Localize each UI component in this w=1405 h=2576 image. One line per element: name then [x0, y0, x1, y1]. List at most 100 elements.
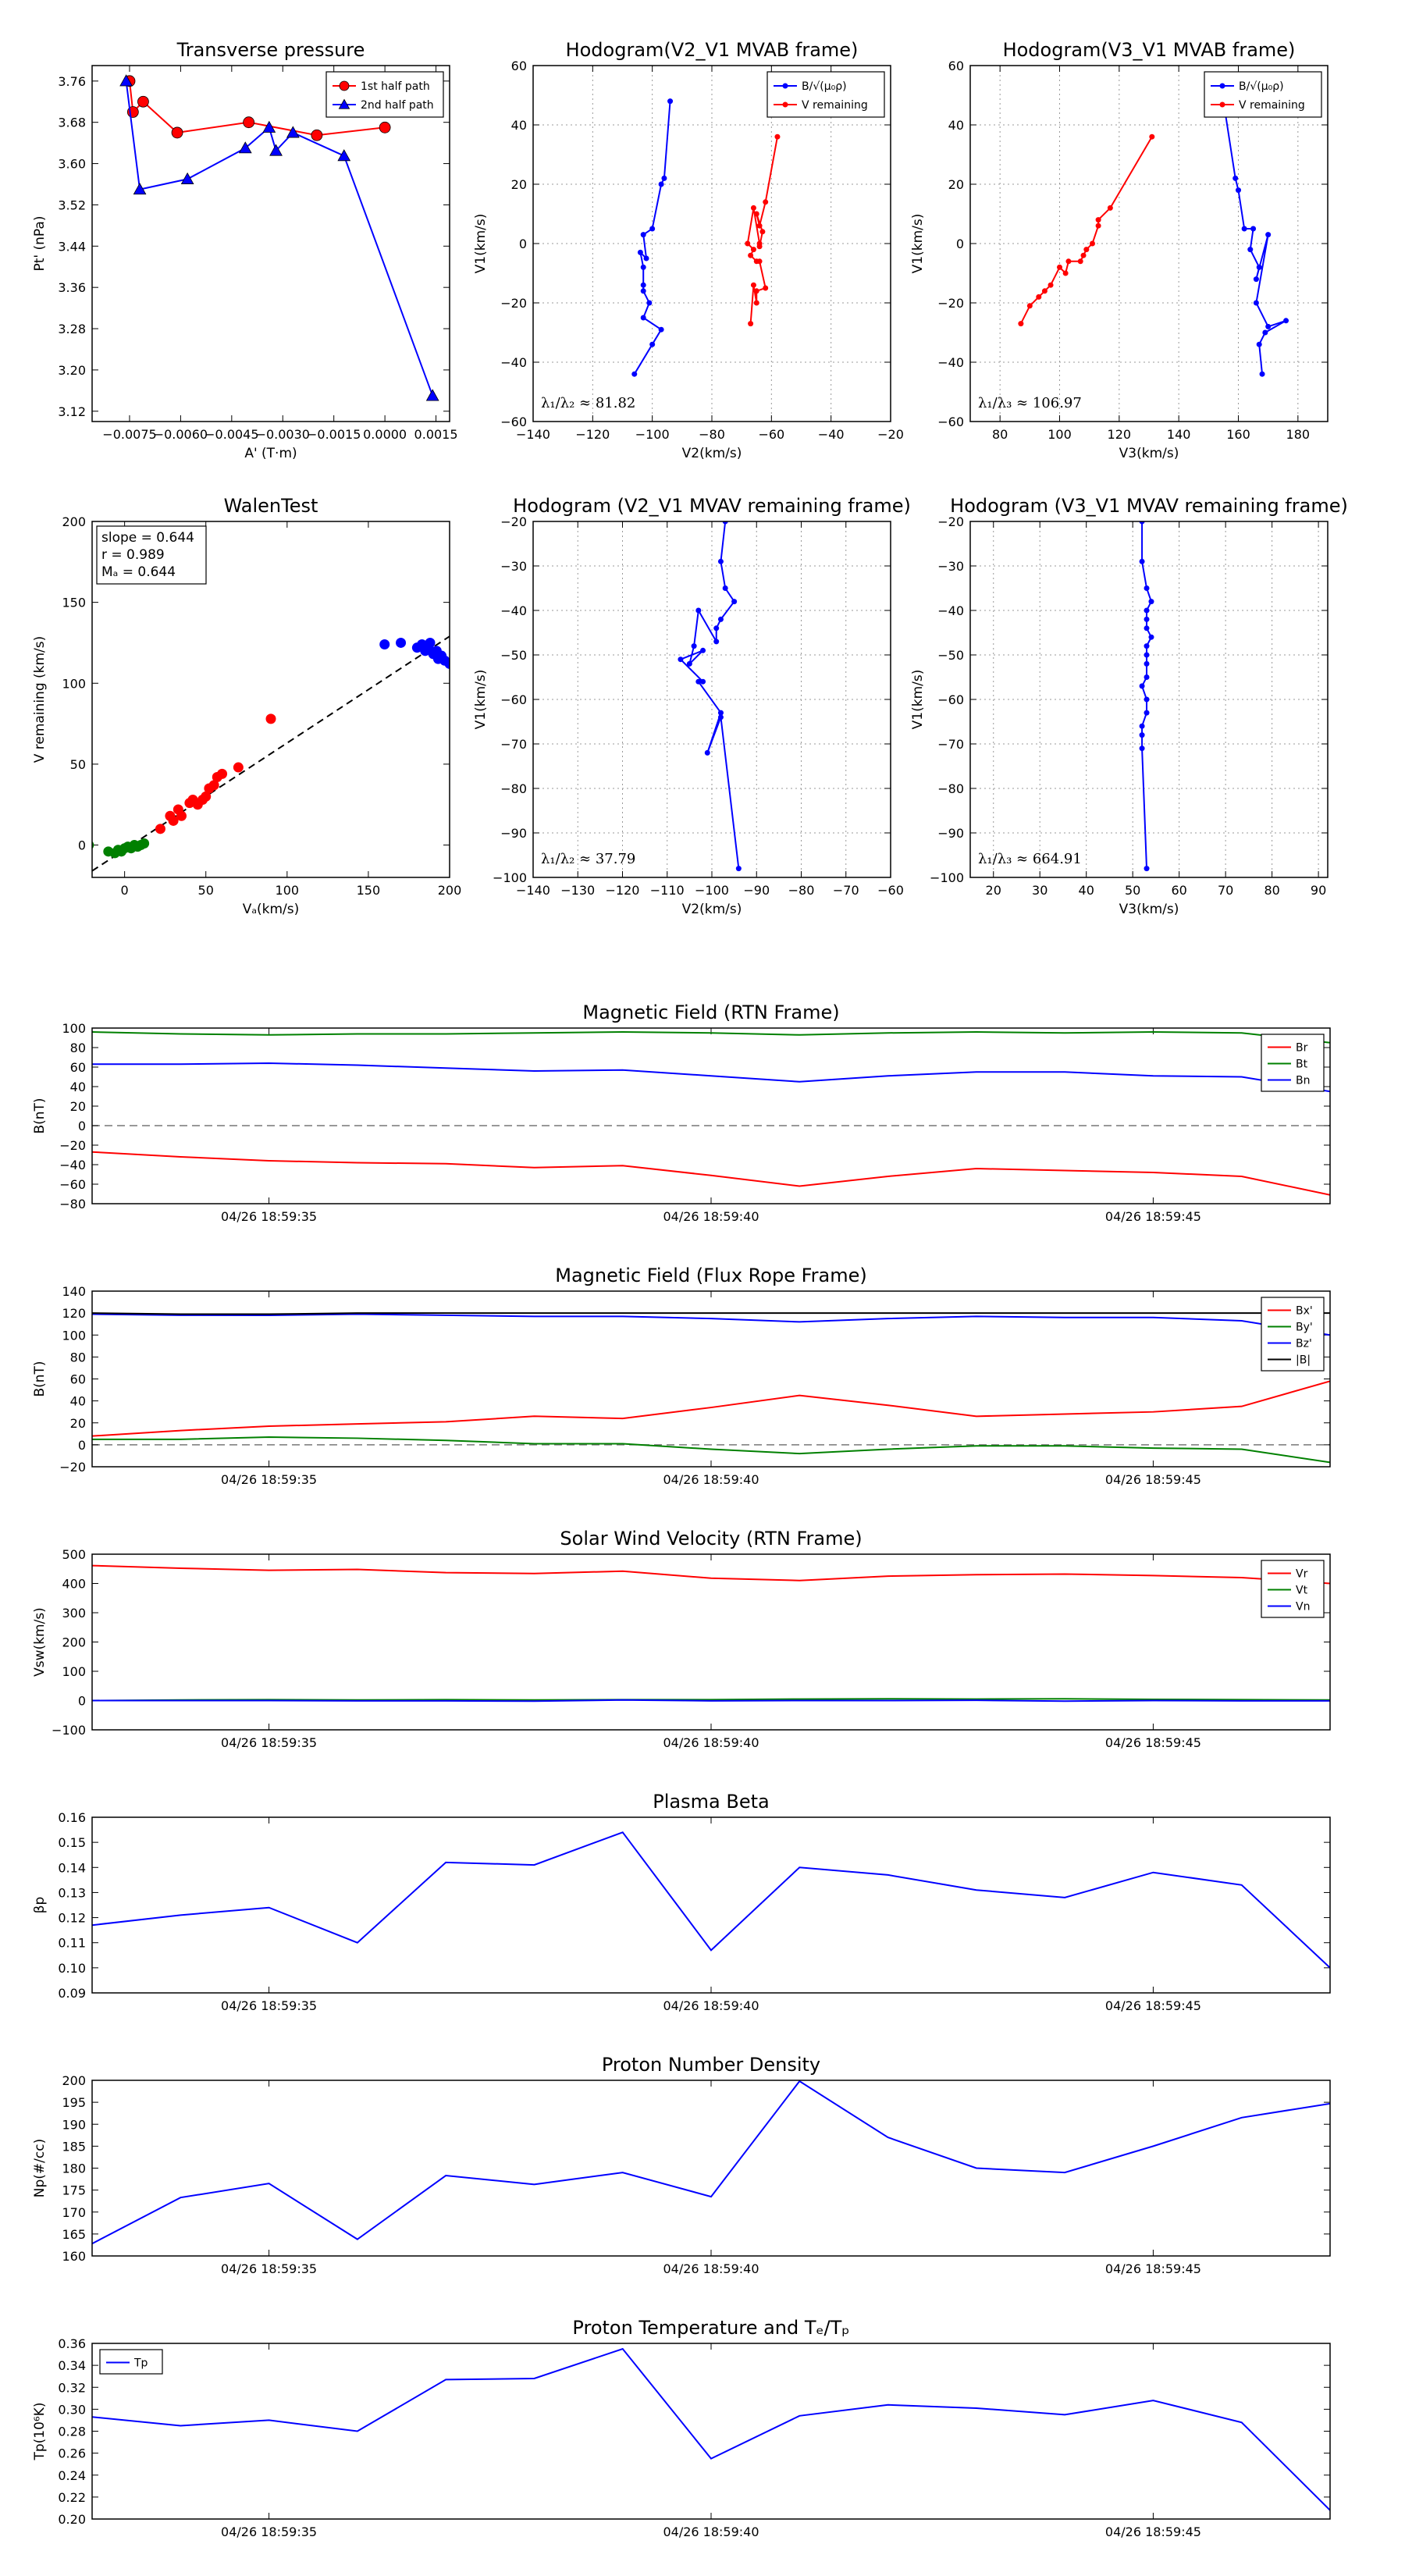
stats-box: [96, 525, 207, 585]
y-tick-label: 3.20: [58, 363, 86, 378]
data-point: [1236, 187, 1241, 194]
plot-frame: [91, 2343, 1331, 2520]
x-tick-label: −140: [516, 427, 550, 442]
y-tick-label: −40: [500, 603, 527, 618]
y-tick-label: 0.26: [58, 2446, 86, 2461]
data-point: [1144, 625, 1150, 632]
y-tick-label: 20: [511, 177, 527, 192]
legend: B/√(μ₀ρ) V remaining: [1204, 71, 1322, 118]
x-tick-label: −110: [650, 883, 685, 898]
data-point: [695, 607, 702, 614]
y-axis-label: V1(km/s): [910, 670, 926, 730]
data-point: [1148, 634, 1154, 640]
data-point: [265, 713, 276, 724]
legend-label: Bn: [1296, 1075, 1310, 1087]
plot-frame: [91, 2080, 1331, 2257]
data-point: [1077, 258, 1083, 265]
x-axis-label: V3(km/s): [1119, 902, 1179, 917]
plot-frame: [91, 1816, 1331, 1994]
x-tick-label: 04/26 18:59:40: [663, 2524, 759, 2539]
legend: Bx' By' Bz' |B|: [1261, 1297, 1325, 1372]
x-tick-label: 04/26 18:59:35: [221, 2524, 317, 2539]
x-tick-label: 04/26 18:59:45: [1105, 2524, 1201, 2539]
y-tick-label: 175: [62, 2183, 86, 2198]
y-tick-label: 40: [70, 1080, 86, 1094]
legend-label: 2nd half path: [361, 99, 434, 112]
y-tick-label: −50: [937, 648, 964, 663]
legend-label: Vt: [1296, 1585, 1308, 1597]
x-tick-label: −0.0060: [154, 427, 208, 442]
data-point: [700, 647, 706, 653]
data-point: [717, 714, 724, 720]
data-point: [1048, 282, 1054, 288]
series-bt-line: [92, 1030, 1330, 1044]
y-axis-label: Pt' (nPa): [32, 216, 48, 272]
data-point: [208, 780, 219, 791]
data-point: [1139, 558, 1145, 564]
x-axis-label: V2(km/s): [682, 446, 742, 461]
series-by-line: [92, 1436, 1330, 1464]
series-bz-line: [92, 1313, 1330, 1336]
data-point: [1144, 710, 1150, 716]
legend-label: Tp: [133, 2357, 148, 2370]
series-vn-line: [92, 1699, 1330, 1703]
data-point: [717, 558, 724, 564]
y-tick-label: −40: [500, 355, 527, 370]
plot-area: [631, 98, 781, 377]
data-point: [1262, 329, 1268, 336]
y-tick-label: −20: [59, 1138, 86, 1153]
data-point: [750, 247, 756, 253]
legend: Tp: [99, 2349, 163, 2375]
series-beta-line: [92, 1831, 1330, 1969]
y-tick-label: 140: [62, 1284, 86, 1299]
series-tp-line: [92, 2347, 1330, 2511]
x-tick-label: 04/26 18:59:35: [221, 1998, 317, 2013]
data-point: [243, 116, 255, 129]
series-hodogram-line: [1140, 521, 1153, 869]
data-point: [1080, 252, 1087, 258]
x-tick-label: 80: [1264, 883, 1279, 898]
fit-line: [92, 635, 450, 872]
data-point: [201, 791, 212, 802]
x-tick-label: −20: [877, 427, 904, 442]
data-point: [753, 211, 759, 217]
y-tick-label: 100: [62, 1328, 86, 1343]
eigen-ratio-annotation: λ₁/λ₃ ≈ 106.97: [978, 395, 1082, 411]
chart-title: WalenTest: [224, 495, 318, 517]
series-br-line: [92, 1151, 1330, 1196]
x-tick-label: 04/26 18:59:40: [663, 2261, 759, 2276]
y-tick-label: 0: [78, 1694, 86, 1709]
x-tick-label: 80: [992, 427, 1008, 442]
series-bx-line: [92, 1380, 1330, 1437]
series-v-remaining-line: [1019, 136, 1153, 325]
chart-title: Magnetic Field (RTN Frame): [582, 1002, 839, 1023]
y-tick-label: 60: [948, 59, 964, 73]
x-tick-label: 04/26 18:59:35: [221, 2261, 317, 2276]
data-point: [1036, 294, 1042, 300]
x-tick-label: −80: [699, 427, 725, 442]
series-b-line: [1222, 101, 1287, 375]
x-tick-label: −0.0030: [256, 427, 310, 442]
data-point: [155, 824, 165, 834]
data-point: [1065, 258, 1072, 265]
y-axis-label: V1(km/s): [473, 670, 489, 730]
plot-frame: [91, 1290, 1331, 1468]
x-tick-label: 30: [1032, 883, 1048, 898]
data-point: [1139, 745, 1145, 752]
y-tick-label: 20: [70, 1416, 86, 1431]
data-point: [269, 144, 283, 156]
x-tick-label: 0.0015: [414, 427, 458, 442]
y-tick-label: −70: [500, 737, 527, 752]
y-axis-label: Vsw(km/s): [32, 1607, 48, 1677]
legend-label: V remaining: [1239, 99, 1305, 112]
data-point: [750, 205, 756, 211]
data-point: [1095, 217, 1101, 223]
data-point: [286, 126, 300, 138]
y-tick-label: −80: [500, 781, 527, 796]
x-tick-label: 04/26 18:59:35: [221, 1735, 317, 1750]
y-tick-label: −60: [937, 692, 964, 707]
plot-frame: [91, 1027, 1331, 1204]
data-point: [691, 643, 697, 649]
series-vr-line: [92, 1564, 1330, 1585]
